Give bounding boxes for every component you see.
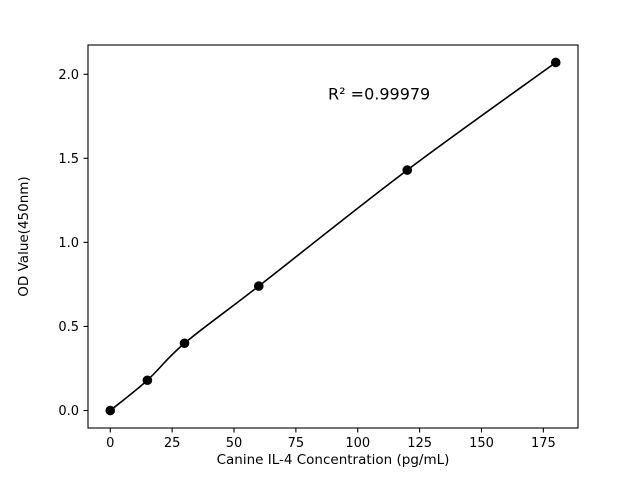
y-tick-label: 0.0: [58, 404, 79, 419]
y-axis-label: OD Value(450nm): [16, 176, 32, 296]
x-tick-label: 25: [164, 436, 181, 451]
data-point: [105, 405, 116, 416]
x-tick-label: 50: [226, 436, 243, 451]
x-tick-label: 150: [469, 436, 494, 451]
plot-area: 0 25 50 75 100 125 150 175 0.0 0.5 1.0 1.5 2.0: [58, 44, 579, 451]
data-point: [142, 375, 153, 386]
y-tick-label: 0.5: [58, 320, 79, 335]
r-squared-annotation: R² =0.99979: [328, 84, 430, 103]
plot-frame: [87, 44, 579, 429]
x-tick-label: 75: [288, 436, 305, 451]
x-axis-label: Canine IL-4 Concentration (pg/mL): [217, 452, 450, 468]
x-tick-label: 125: [407, 436, 432, 451]
fit-line: [109, 61, 557, 412]
y-tick-label: 1.0: [58, 236, 79, 251]
data-point: [550, 57, 561, 68]
y-tick-label: 1.5: [58, 152, 79, 167]
x-tick-label: 175: [531, 436, 556, 451]
data-point: [253, 281, 264, 291]
data-point: [179, 338, 190, 349]
y-tick-label: 2.0: [58, 68, 79, 83]
x-tick-label: 100: [345, 436, 370, 451]
x-tick-label: 0: [106, 436, 114, 451]
data-point: [402, 165, 413, 175]
